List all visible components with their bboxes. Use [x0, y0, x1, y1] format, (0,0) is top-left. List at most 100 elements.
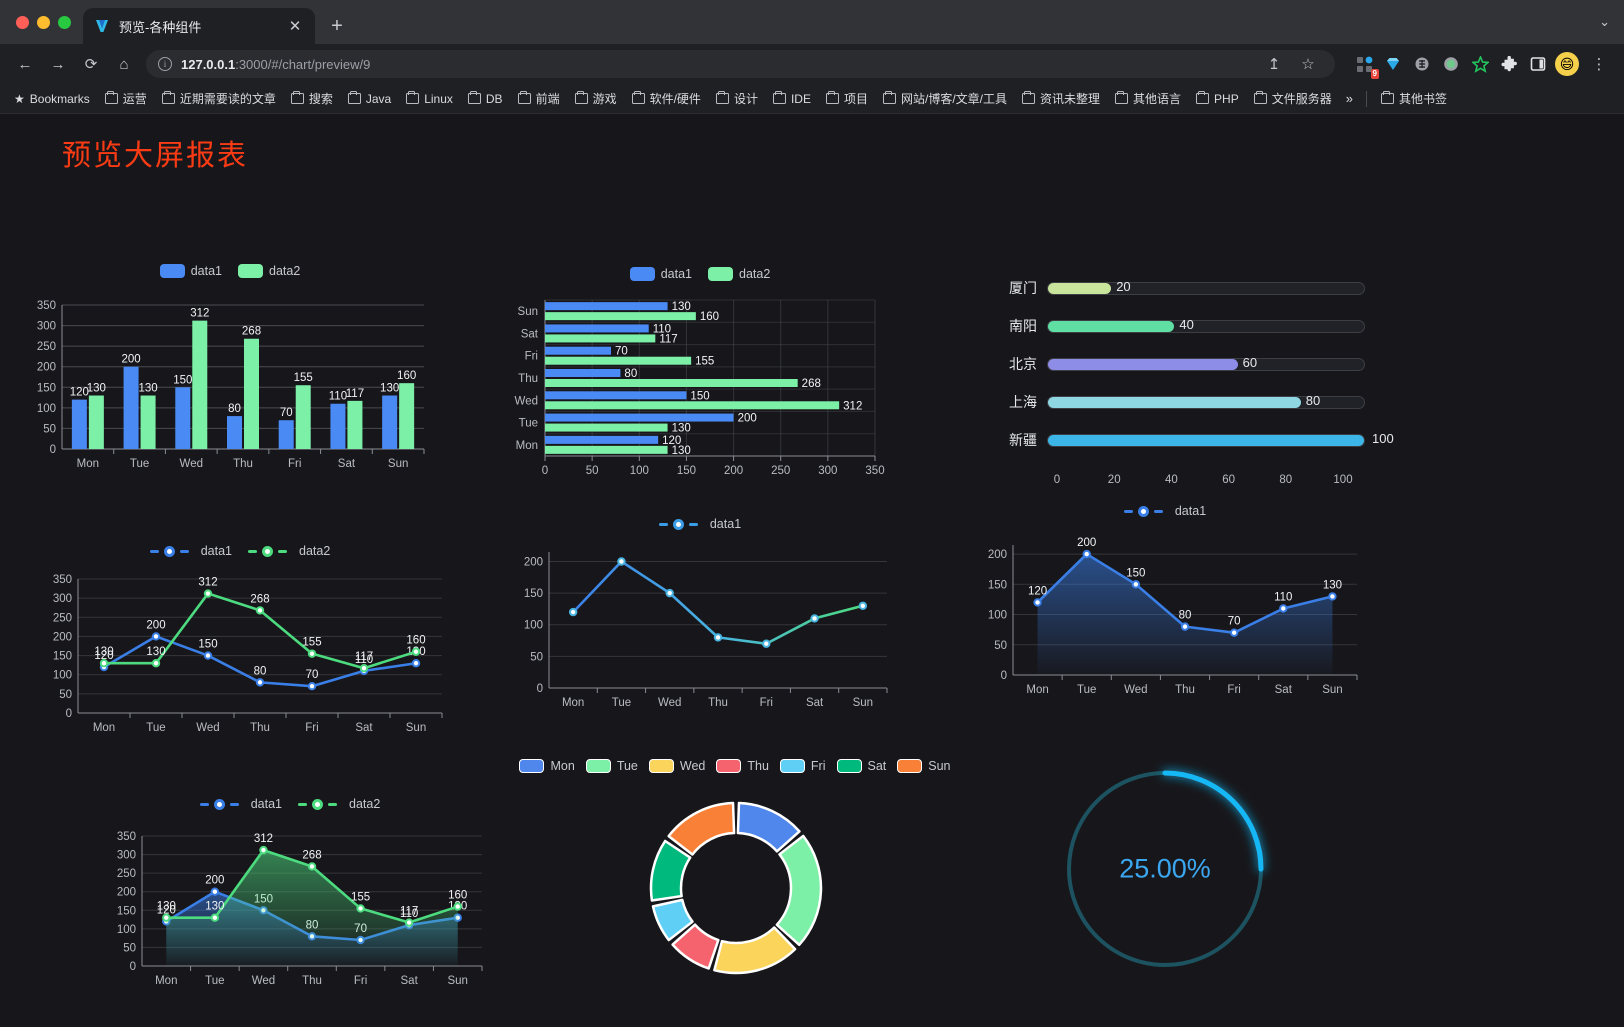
bookmark-item[interactable]: 运营 — [99, 87, 153, 110]
legend-label: data1 — [709, 517, 742, 531]
svg-text:200: 200 — [524, 556, 543, 568]
bookmark-other-item[interactable]: 其他书签 — [1375, 87, 1453, 110]
svg-text:Wed: Wed — [1124, 684, 1147, 696]
legend-item[interactable]: Mon — [519, 759, 575, 773]
bookmark-star-icon[interactable]: ☆ — [1301, 56, 1315, 73]
legend-item[interactable]: Sun — [897, 759, 951, 773]
legend-swatch-icon — [159, 264, 185, 278]
svg-text:117: 117 — [346, 388, 364, 400]
svg-text:80: 80 — [1279, 474, 1292, 486]
bookmark-label: Java — [365, 91, 392, 106]
new-tab-button[interactable]: + — [331, 15, 343, 37]
reload-icon[interactable]: ⟳ — [84, 56, 98, 73]
bookmark-manager-item[interactable]: ★ Bookmarks — [8, 89, 96, 109]
forward-icon[interactable]: → — [50, 55, 66, 73]
svg-text:Fri: Fri — [1227, 684, 1240, 696]
bookmark-item[interactable]: 网站/博客/文章/工具 — [877, 87, 1013, 110]
bookmark-item[interactable]: 设计 — [710, 87, 764, 110]
bookmark-item[interactable]: 搜索 — [285, 87, 339, 110]
progress-track[interactable]: 40 — [1047, 317, 1365, 333]
svg-text:100: 100 — [630, 465, 649, 477]
bookmark-item[interactable]: IDE — [767, 89, 817, 109]
bookmark-item[interactable]: 项目 — [820, 87, 874, 110]
progress-track[interactable]: 60 — [1047, 355, 1365, 371]
close-tab-button[interactable]: ✕ — [288, 17, 302, 35]
bookmark-item[interactable]: 其他语言 — [1109, 87, 1187, 110]
legend-item[interactable]: data2 — [298, 797, 380, 811]
legend-item[interactable]: Thu — [716, 759, 769, 773]
legend-item[interactable]: data2 — [248, 544, 330, 558]
legend-item[interactable]: Sat — [836, 759, 886, 773]
page-content: 预览大屏报表 data1 data2 0 50 100 150 200 250 300 350… — [0, 114, 1624, 1027]
svg-text:312: 312 — [190, 308, 209, 320]
progress-value: 20 — [1116, 278, 1131, 294]
legend-item[interactable]: Tue — [585, 759, 638, 773]
legend-item[interactable]: data2 — [708, 267, 770, 281]
bookmark-item[interactable]: Linux — [400, 89, 459, 109]
avatar[interactable]: 😄 — [1555, 52, 1579, 76]
svg-text:155: 155 — [351, 891, 370, 903]
progress-track[interactable]: 80 — [1047, 393, 1365, 409]
bookmark-item[interactable]: Java — [342, 89, 397, 109]
legend-label: data1 — [190, 264, 222, 278]
bookmarks-overflow-button[interactable]: » — [1345, 91, 1353, 106]
site-info-icon[interactable]: i — [158, 57, 172, 71]
svg-text:80: 80 — [1179, 610, 1192, 622]
puzzle-icon[interactable] — [1497, 52, 1521, 76]
progress-row: 新疆 100 — [995, 421, 1394, 459]
legend-item[interactable]: data1 — [1123, 504, 1206, 518]
svg-text:80: 80 — [254, 665, 267, 677]
legend-item[interactable]: data2 — [238, 264, 300, 278]
svg-text:Sun: Sun — [406, 722, 426, 734]
progress-track[interactable]: 20 — [1047, 278, 1365, 295]
browser-menu-icon[interactable]: ⋮ — [1591, 56, 1607, 73]
bookmark-item[interactable]: 前端 — [512, 87, 566, 110]
legend-line-icon — [199, 802, 209, 806]
svg-text:Sun: Sun — [447, 975, 467, 987]
bookmark-item[interactable]: 资讯未整理 — [1016, 87, 1106, 110]
bookmark-item[interactable]: 游戏 — [569, 87, 623, 110]
bookmark-item[interactable]: PHP — [1190, 89, 1245, 109]
legend-item[interactable]: data1 — [199, 797, 282, 811]
maximize-window-button[interactable] — [58, 15, 71, 29]
svg-text:110: 110 — [653, 323, 671, 335]
legend-item[interactable]: Wed — [648, 759, 705, 773]
progress-value: 100 — [1372, 430, 1394, 446]
svg-text:130: 130 — [146, 646, 165, 658]
green-circle-icon[interactable] — [1439, 52, 1463, 76]
legend-item[interactable]: data1 — [159, 264, 222, 278]
green-star-icon[interactable] — [1468, 52, 1492, 76]
legend-item[interactable]: data1 — [629, 267, 692, 281]
bookmark-item[interactable]: DB — [462, 89, 509, 109]
progress-track[interactable]: 100 — [1047, 431, 1394, 447]
svg-text:130: 130 — [205, 901, 224, 913]
chevron-down-icon[interactable]: ⌄ — [1599, 14, 1610, 29]
svg-text:100: 100 — [1333, 474, 1352, 486]
minimize-window-button[interactable] — [37, 15, 50, 29]
legend-label: data1 — [660, 267, 692, 281]
svg-text:268: 268 — [250, 593, 269, 605]
svg-text:120: 120 — [94, 650, 113, 662]
legend: data1 — [965, 499, 1365, 523]
home-icon[interactable]: ⌂ — [119, 55, 129, 73]
bookmark-item[interactable]: 软件/硬件 — [626, 87, 707, 110]
bookmark-item[interactable]: 文件服务器 — [1248, 87, 1338, 110]
legend: Mon Tue Wed Thu Fri Sat Sun — [519, 754, 951, 778]
bookmark-item[interactable]: 近期需要读的文章 — [156, 87, 282, 110]
diamond-icon[interactable] — [1381, 52, 1405, 76]
legend-item[interactable]: Fri — [779, 759, 826, 773]
legend-label: data2 — [299, 544, 331, 558]
extensions-grid-icon[interactable]: 9 — [1352, 52, 1379, 79]
legend-item[interactable]: data1 — [658, 517, 742, 531]
tabstrip-right: ⌄ — [1599, 0, 1624, 44]
share-icon[interactable]: ↥ — [1267, 56, 1281, 73]
bookmark-label: DB — [485, 91, 503, 106]
close-window-button[interactable] — [16, 15, 29, 29]
address-bar[interactable]: i 127.0.0.1:3000/#/chart/preview/9 ↥ ☆ — [146, 50, 1335, 78]
browser-tab[interactable]: 预览-各种组件 ✕ — [83, 8, 315, 44]
side-panel-icon[interactable] — [1526, 52, 1550, 76]
back-icon[interactable]: ← — [17, 55, 33, 73]
bookmark-label: 设计 — [733, 92, 758, 106]
gear-circle-icon[interactable] — [1410, 52, 1434, 76]
legend-item[interactable]: data1 — [149, 544, 232, 558]
